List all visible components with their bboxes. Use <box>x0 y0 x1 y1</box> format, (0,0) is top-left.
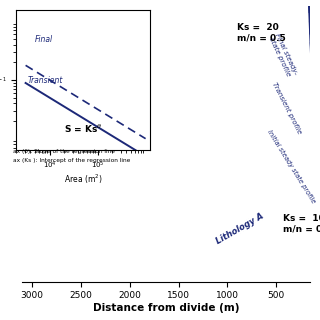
Text: Transient profile: Transient profile <box>271 82 303 135</box>
Text: Ks =  10
m/n = 0.5: Ks = 10 m/n = 0.5 <box>283 214 320 234</box>
Text: Final steady-
state profile: Final steady- state profile <box>268 32 299 78</box>
Text: Lithology A: Lithology A <box>215 211 266 246</box>
Text: Final: Final <box>35 35 53 44</box>
Text: Knickpoint: Knickpoint <box>0 319 1 320</box>
Text: Transient: Transient <box>28 76 63 85</box>
X-axis label: Distance from divide (m): Distance from divide (m) <box>93 303 240 313</box>
Text: Initial steady state profile: Initial steady state profile <box>266 128 316 204</box>
Text: Lithology B: Lithology B <box>96 111 144 151</box>
Text: Ks =  20
m/n = 0.5: Ks = 20 m/n = 0.5 <box>237 23 286 43</box>
Text: ax (Ks ): Intercept of the regression line: ax (Ks ): Intercept of the regression li… <box>13 158 130 164</box>
X-axis label: Area (m$^2$): Area (m$^2$) <box>64 173 102 186</box>
Text: S = Ks$^\theta$: S = Ks$^\theta$ <box>64 122 102 135</box>
Text: ax (θ): Slope of the regression line: ax (θ): Slope of the regression line <box>13 149 115 154</box>
